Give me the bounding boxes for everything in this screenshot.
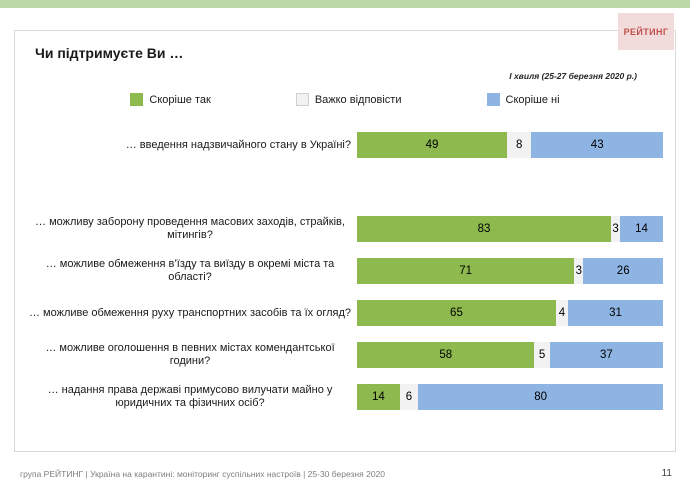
chart-row: … надання права державі примусово вилуча… bbox=[27, 384, 663, 410]
segment-no: 37 bbox=[549, 342, 663, 368]
segment-value: 37 bbox=[599, 349, 613, 361]
segment-value: 4 bbox=[558, 307, 566, 319]
stacked-bar-chart: … введення надзвичайного стану в Україні… bbox=[27, 132, 663, 410]
segment-dont-know: 5 bbox=[534, 342, 550, 368]
segment-dont-know: 6 bbox=[399, 384, 419, 410]
content-card: Чи підтримуєте Ви … І хвиля (25-27 берез… bbox=[14, 30, 676, 452]
segment-value: 26 bbox=[616, 265, 630, 277]
segment-no: 31 bbox=[568, 300, 663, 326]
segment-value: 83 bbox=[477, 223, 491, 235]
category-label: … можливу заборону проведення масових за… bbox=[35, 216, 345, 241]
segment-dont-know: 8 bbox=[506, 132, 532, 158]
segment-yes: 14 bbox=[357, 384, 400, 410]
category-label: … можливе оголошення в певних містах ком… bbox=[45, 342, 335, 367]
legend-item: Важко відповісти bbox=[295, 93, 402, 106]
segment-value: 14 bbox=[372, 391, 385, 403]
segment-value: 3 bbox=[575, 265, 583, 277]
stacked-bar: 83 3 14 bbox=[357, 216, 663, 242]
category-label: … можливе обмеження в’їзду та виїзду в о… bbox=[45, 258, 335, 283]
rating-logo-text: РЕЙТИНГ bbox=[623, 26, 669, 37]
segment-value: 80 bbox=[534, 391, 547, 403]
segment-yes: 83 bbox=[357, 216, 611, 242]
stacked-bar: 49 8 43 bbox=[357, 132, 663, 158]
segment-value: 43 bbox=[590, 139, 604, 151]
segment-yes: 71 bbox=[357, 258, 575, 284]
segment-no: 43 bbox=[531, 132, 663, 158]
slide-footer: група РЕЙТИНГ | Україна на карантині: мо… bbox=[20, 468, 672, 479]
segment-no: 80 bbox=[418, 384, 663, 410]
segment-value: 71 bbox=[459, 265, 473, 277]
segment-dont-know: 4 bbox=[555, 300, 569, 326]
stacked-bar: 14 6 80 bbox=[357, 384, 663, 410]
chart-row: … можливе оголошення в певних містах ком… bbox=[27, 342, 663, 368]
legend-swatch bbox=[486, 93, 500, 106]
legend-swatch bbox=[295, 93, 309, 106]
footer-text: група РЕЙТИНГ | Україна на карантині: мо… bbox=[20, 468, 386, 479]
segment-value: 8 bbox=[515, 139, 523, 151]
wave-subtitle: І хвиля (25-27 березня 2020 р.) bbox=[509, 71, 637, 81]
segment-yes: 49 bbox=[357, 132, 507, 158]
stacked-bar: 58 5 37 bbox=[357, 342, 663, 368]
segment-value: 49 bbox=[425, 139, 439, 151]
top-accent-strip bbox=[0, 0, 690, 8]
page-title: Чи підтримуєте Ви … bbox=[35, 45, 184, 61]
segment-no: 26 bbox=[583, 258, 663, 284]
legend-label: Скоріше так bbox=[149, 93, 211, 106]
legend-item: Скоріше так bbox=[130, 93, 211, 106]
stacked-bar: 71 3 26 bbox=[357, 258, 663, 284]
segment-dont-know: 3 bbox=[610, 216, 621, 242]
category-label: … можливе обмеження руху транспортних за… bbox=[29, 306, 352, 319]
segment-value: 31 bbox=[609, 307, 622, 319]
chart-row: … введення надзвичайного стану в Україні… bbox=[27, 132, 663, 158]
legend-label: Скоріше ні bbox=[505, 93, 560, 106]
segment-value: 65 bbox=[450, 307, 463, 319]
legend-label: Важко відповісти bbox=[314, 93, 402, 106]
segment-yes: 58 bbox=[357, 342, 535, 368]
chart-row: … можливе обмеження руху транспортних за… bbox=[27, 300, 663, 326]
page-number: 11 bbox=[661, 468, 672, 479]
chart-row: … можливе обмеження в’їзду та виїзду в о… bbox=[27, 258, 663, 284]
segment-value: 5 bbox=[538, 349, 546, 361]
rating-logo: РЕЙТИНГ bbox=[618, 13, 674, 50]
category-label: … введення надзвичайного стану в Україні… bbox=[125, 138, 351, 151]
chart-legend: Скоріше так Важко відповісти Скоріше ні bbox=[27, 93, 663, 106]
category-label: … надання права державі примусово вилуча… bbox=[47, 384, 333, 409]
segment-value: 6 bbox=[405, 391, 413, 403]
chart-row: … можливу заборону проведення масових за… bbox=[27, 216, 663, 242]
segment-value: 14 bbox=[635, 223, 648, 235]
segment-no: 14 bbox=[620, 216, 663, 242]
legend-item: Скоріше ні bbox=[486, 93, 560, 106]
segment-value: 3 bbox=[612, 223, 619, 235]
stacked-bar: 65 4 31 bbox=[357, 300, 663, 326]
segment-yes: 65 bbox=[357, 300, 556, 326]
segment-value: 58 bbox=[439, 349, 453, 361]
segment-dont-know: 3 bbox=[574, 258, 584, 284]
legend-swatch bbox=[130, 93, 144, 106]
